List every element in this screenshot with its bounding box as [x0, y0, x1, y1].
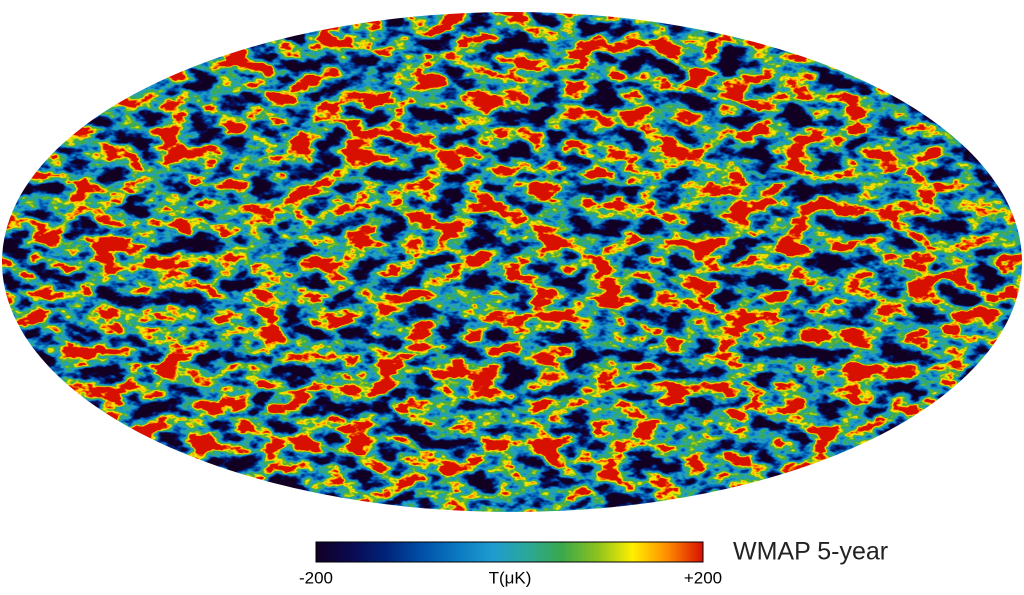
colorbar-label: T(μK)	[489, 568, 532, 587]
colorbar-tick-label: +200	[684, 568, 722, 587]
map-title: WMAP 5-year	[733, 538, 888, 566]
colorbar	[315, 541, 704, 563]
sky-map	[2, 12, 1022, 512]
colorbar-tick-label: -200	[299, 568, 333, 587]
